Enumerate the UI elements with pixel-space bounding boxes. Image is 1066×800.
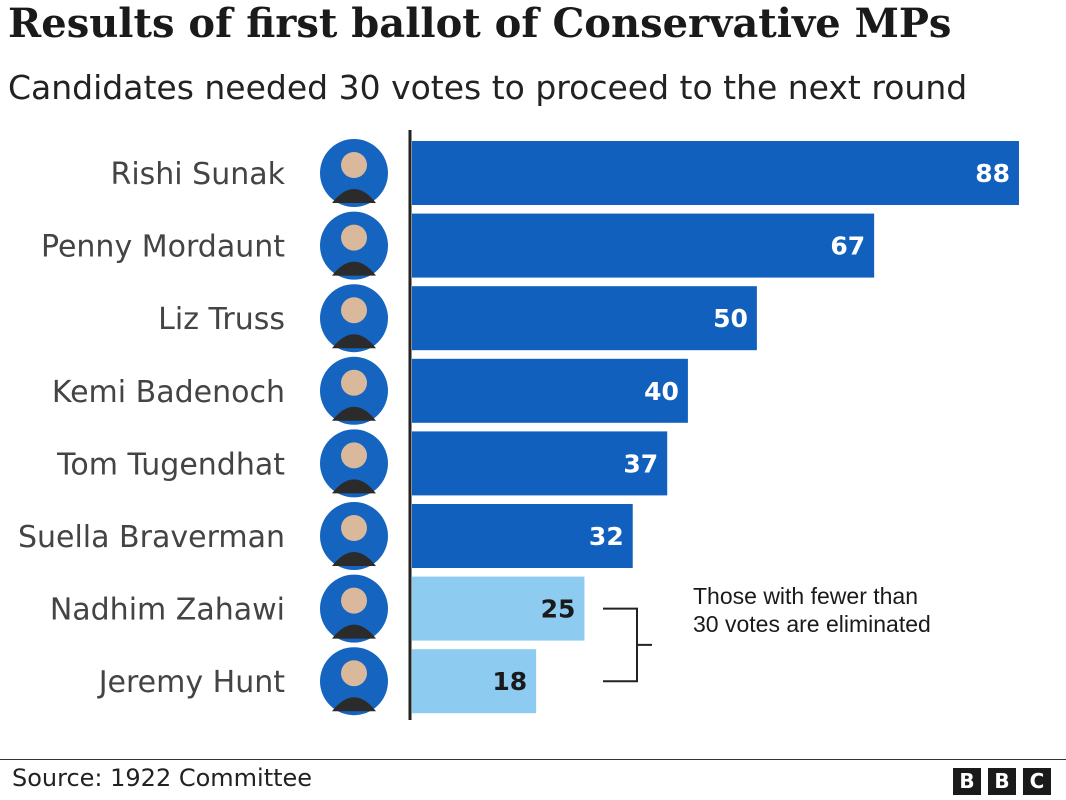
bar-chart: Rishi Sunak 88 Penny Mordaunt 67 Liz Truss 50…: [18, 130, 1019, 720]
bar-nadhim-zahawi: [412, 576, 585, 641]
avatar-head-liz-truss: [341, 297, 367, 324]
candidate-label-liz-truss: Liz Truss: [158, 302, 285, 337]
avatar-body-nadhim-zahawi: [332, 624, 376, 639]
avatar-head-tom-tugendhat: [341, 442, 367, 469]
candidate-label-suella-braverman: Suella Braverman: [18, 520, 285, 555]
avatar-head-rishi-sunak: [341, 152, 367, 178]
bar-penny-mordaunt: [412, 213, 875, 278]
bbc-logo-letter-b2: B: [988, 768, 1016, 795]
bar-liz-truss: [412, 286, 757, 351]
avatar-head-penny-mordaunt: [341, 224, 367, 251]
value-label-rishi-sunak: 88: [975, 159, 1010, 188]
bar-jeremy-hunt: [412, 649, 537, 714]
bar-kemi-badenoch: [412, 358, 688, 423]
value-label-nadhim-zahawi: 25: [541, 595, 576, 624]
footer-divider: [0, 759, 1066, 760]
candidate-label-rishi-sunak: Rishi Sunak: [110, 157, 285, 192]
annotation-line-2: 30 votes are eliminated: [693, 611, 931, 637]
value-label-liz-truss: 50: [713, 304, 748, 333]
bar-tom-tugendhat: [412, 431, 668, 496]
value-label-suella-braverman: 32: [589, 522, 624, 551]
avatar-body-liz-truss: [332, 334, 376, 349]
eliminated-bracket: [603, 607, 652, 683]
avatar-body-jeremy-hunt: [332, 697, 376, 712]
value-label-kemi-badenoch: 40: [644, 377, 679, 406]
bar-suella-braverman: [412, 504, 633, 568]
annotation-line-1: Those with fewer than: [693, 583, 918, 609]
candidate-label-kemi-badenoch: Kemi Badenoch: [52, 375, 285, 410]
avatar-head-nadhim-zahawi: [341, 587, 367, 614]
avatar-body-rishi-sunak: [332, 189, 376, 203]
bar-rishi-sunak: [412, 141, 1019, 205]
avatar-body-suella-braverman: [332, 552, 376, 566]
avatar-body-kemi-badenoch: [332, 406, 376, 421]
chart-title: Results of first ballot of Conservative …: [8, 0, 952, 47]
value-label-jeremy-hunt: 18: [492, 667, 527, 696]
avatar-head-suella-braverman: [341, 515, 367, 541]
value-label-penny-mordaunt: 67: [830, 232, 865, 261]
avatar-head-kemi-badenoch: [341, 369, 367, 396]
candidate-label-nadhim-zahawi: Nadhim Zahawi: [50, 593, 285, 628]
candidate-label-jeremy-hunt: Jeremy Hunt: [97, 665, 286, 700]
candidate-label-penny-mordaunt: Penny Mordaunt: [41, 230, 285, 265]
candidate-label-tom-tugendhat: Tom Tugendhat: [56, 447, 285, 482]
source-note: Source: 1922 Committee: [12, 764, 313, 792]
bbc-logo-letter-c: C: [1023, 768, 1051, 795]
avatar-body-penny-mordaunt: [332, 261, 376, 276]
chart-subtitle: Candidates needed 30 votes to proceed to…: [8, 68, 968, 107]
avatar-body-tom-tugendhat: [332, 479, 376, 494]
avatar-head-jeremy-hunt: [341, 660, 367, 687]
bbc-logo-letter-b1: B: [953, 768, 981, 795]
value-label-tom-tugendhat: 37: [623, 449, 658, 478]
